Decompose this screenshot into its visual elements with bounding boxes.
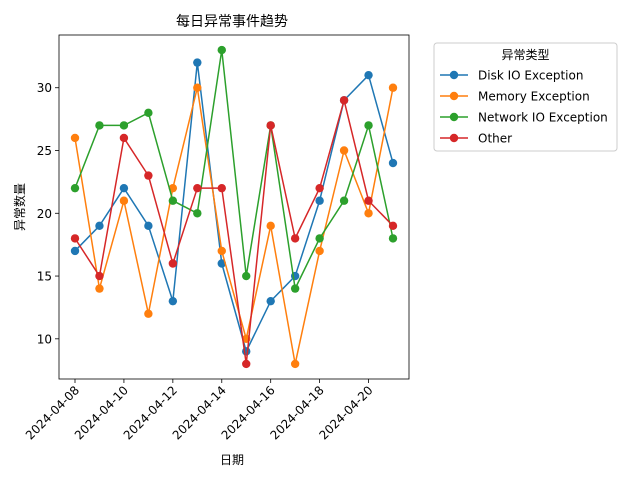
- data-point: [144, 221, 153, 231]
- data-point: [119, 183, 129, 193]
- data-point: [242, 271, 251, 281]
- data-point: [290, 234, 300, 243]
- data-point: [315, 234, 324, 243]
- legend: 异常类型 Disk IO Exception Memory Exception Ne…: [433, 42, 618, 152]
- legend-label: Other: [478, 132, 512, 146]
- data-point: [388, 83, 398, 92]
- legend-entry: Other: [440, 132, 512, 146]
- data-point: [315, 246, 324, 256]
- data-point: [388, 158, 398, 168]
- legend-marker: [449, 91, 459, 101]
- data-point: [388, 221, 398, 231]
- data-point: [339, 146, 349, 155]
- legend-label: Memory Exception: [478, 90, 590, 104]
- plot-area: [58, 34, 410, 380]
- data-point: [364, 209, 373, 218]
- data-point: [217, 183, 226, 193]
- data-point: [119, 121, 129, 130]
- chart-title: 每日异常事件趋势: [176, 14, 288, 30]
- data-point: [266, 121, 275, 130]
- plot-background: [59, 35, 409, 379]
- data-point: [242, 347, 251, 356]
- legend-marker: [449, 70, 459, 80]
- legend-label: Network IO Exception: [478, 111, 608, 125]
- data-point: [70, 234, 80, 243]
- data-point: [339, 96, 349, 105]
- legend-entry: Disk IO Exception: [440, 69, 583, 83]
- series-1: [70, 83, 398, 369]
- series-line: [74, 49, 394, 290]
- data-point: [144, 108, 153, 118]
- data-point: [217, 45, 226, 55]
- data-point: [193, 83, 202, 92]
- data-point: [95, 271, 104, 281]
- series-line: [74, 86, 394, 365]
- data-point: [95, 284, 104, 293]
- data-point: [95, 221, 104, 231]
- data-point: [242, 359, 251, 369]
- series-0: [70, 58, 398, 356]
- data-point: [119, 196, 129, 205]
- data-point: [217, 259, 226, 268]
- y-tick-label: 30: [37, 81, 52, 95]
- data-point: [290, 359, 300, 369]
- data-point: [339, 196, 349, 205]
- data-point: [388, 234, 398, 243]
- data-point: [70, 133, 80, 143]
- data-point: [119, 133, 129, 143]
- legend-marker: [449, 133, 459, 143]
- x-axis-title: 日期: [220, 453, 244, 467]
- legend-marker: [449, 112, 459, 122]
- data-point: [266, 221, 275, 231]
- legend-label: Disk IO Exception: [478, 69, 583, 83]
- data-point: [168, 296, 178, 306]
- y-tick-label: 20: [37, 207, 52, 221]
- series-3: [70, 96, 398, 369]
- y-axis: 10 15 20 25 30: [37, 81, 59, 346]
- data-point: [193, 58, 202, 67]
- data-point: [168, 196, 178, 205]
- y-tick-label: 15: [37, 270, 52, 284]
- data-point: [70, 246, 80, 256]
- data-point: [364, 121, 373, 130]
- data-point: [315, 183, 324, 193]
- series-line: [74, 99, 394, 365]
- data-point: [144, 171, 153, 180]
- data-point: [144, 309, 153, 318]
- y-tick-label: 10: [37, 332, 52, 346]
- data-point: [168, 259, 178, 268]
- data-point: [266, 296, 275, 306]
- data-point: [315, 196, 324, 205]
- data-point: [70, 183, 80, 193]
- legend-frame: [433, 42, 618, 152]
- data-point: [193, 209, 202, 218]
- plot-frame: [58, 34, 410, 380]
- y-tick-label: 25: [37, 144, 52, 158]
- data-point: [95, 121, 104, 130]
- data-point: [217, 246, 226, 256]
- y-axis-title: 异常数量: [12, 183, 27, 231]
- legend-entry: Network IO Exception: [440, 111, 608, 125]
- legend-title: 异常类型: [501, 48, 549, 62]
- data-point: [364, 196, 373, 205]
- data-point: [364, 70, 373, 80]
- data-point: [290, 284, 300, 293]
- data-point: [193, 183, 202, 193]
- data-point: [168, 183, 178, 193]
- legend-entry: Memory Exception: [440, 90, 590, 104]
